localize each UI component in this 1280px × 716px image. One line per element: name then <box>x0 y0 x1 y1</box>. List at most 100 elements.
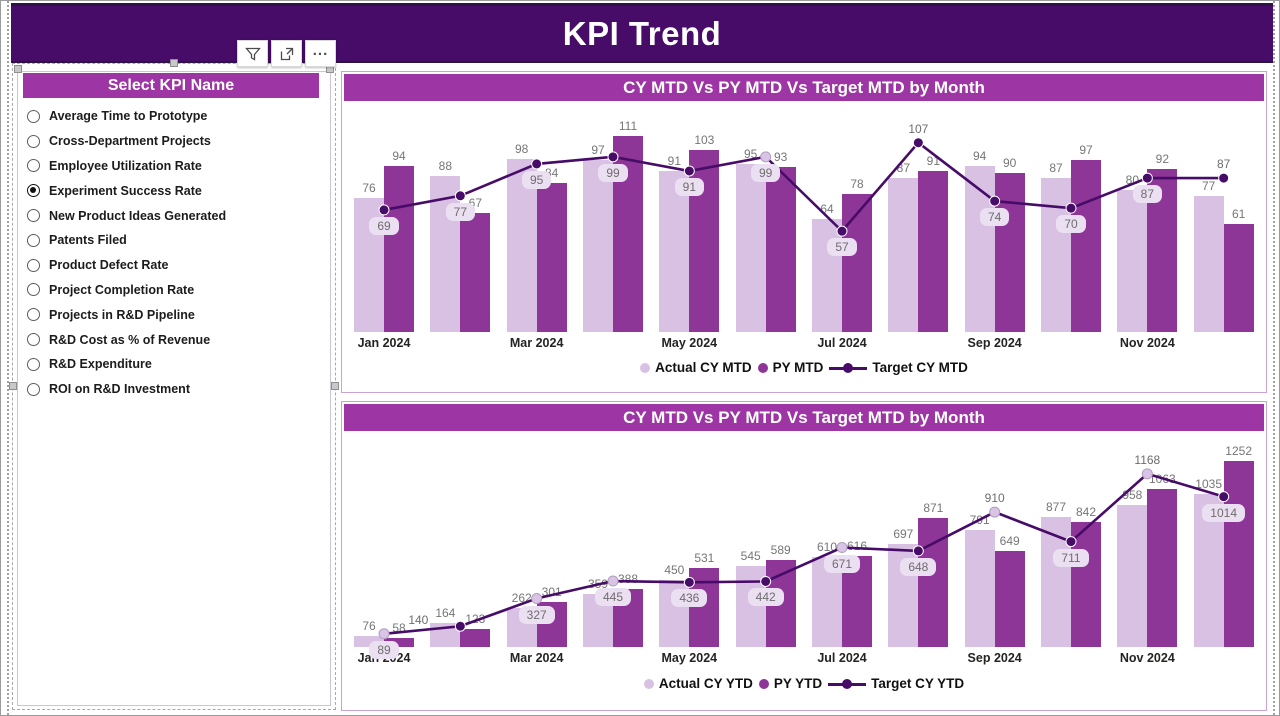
py-bar-jan-2024[interactable] <box>384 638 414 647</box>
legend-dot-swatch <box>640 362 651 373</box>
py-bar-sep-2024[interactable] <box>994 550 1025 647</box>
slicer-option-projects-in-r-d-pipeline[interactable]: Projects in R&D Pipeline <box>25 302 315 327</box>
target-marker[interactable] <box>454 190 466 202</box>
actual-data-label: 88 <box>438 159 452 174</box>
py-bar-mar-2024[interactable] <box>536 183 567 332</box>
py-bar-jul-2024[interactable] <box>842 194 872 332</box>
slicer-option-new-product-ideas-generated[interactable]: New Product Ideas Generated <box>25 203 315 228</box>
py-data-label: 93 <box>773 150 788 165</box>
target-marker[interactable] <box>531 593 543 605</box>
target-marker[interactable] <box>989 195 1001 207</box>
target-marker[interactable] <box>607 151 619 163</box>
actual-bar-nov-2024[interactable] <box>1117 190 1148 332</box>
resize-handle-top-left[interactable] <box>14 65 22 73</box>
actual-bar-sep-2024[interactable] <box>964 529 995 647</box>
slicer-option-project-completion-rate[interactable]: Project Completion Rate <box>25 278 315 303</box>
target-data-label: 70 <box>1026 215 1116 234</box>
py-bar-feb-2024[interactable] <box>460 628 491 647</box>
resize-handle-top-center[interactable] <box>170 59 178 67</box>
target-marker[interactable] <box>912 137 924 149</box>
slicer-option-cross-department-projects[interactable]: Cross-Department Projects <box>25 129 315 154</box>
actual-data-label: 94 <box>972 148 987 163</box>
target-marker[interactable] <box>378 204 390 216</box>
actual-bar-nov-2024[interactable] <box>1117 504 1148 647</box>
target-marker[interactable] <box>1065 202 1077 214</box>
actual-bar-jun-2024[interactable] <box>735 163 766 332</box>
target-marker[interactable] <box>1218 172 1230 184</box>
slicer-option-experiment-success-rate[interactable]: Experiment Success Rate <box>25 178 315 203</box>
x-axis-label: May 2024 <box>661 336 718 350</box>
target-marker[interactable] <box>989 506 1001 518</box>
actual-bar-apr-2024[interactable] <box>583 160 613 332</box>
legend-label: PY MTD <box>772 360 824 375</box>
more-options-button[interactable]: ... <box>305 40 336 67</box>
slicer-option-roi-on-r-d-investment[interactable]: ROI on R&D Investment <box>25 377 315 402</box>
legend-item-actual-cy-ytd[interactable]: Actual CY YTD <box>643 676 753 691</box>
target-marker[interactable] <box>531 158 543 170</box>
actual-data-label: 877 <box>1045 499 1067 514</box>
target-marker[interactable] <box>760 575 772 587</box>
py-data-label: 92 <box>1155 152 1169 167</box>
py-bar-dec-2024[interactable] <box>1223 224 1254 332</box>
actual-bar-aug-2024[interactable] <box>888 178 919 332</box>
target-marker[interactable] <box>1141 172 1153 184</box>
legend-item-py-mtd[interactable]: PY MTD <box>757 360 824 375</box>
actual-data-label: 91 <box>667 154 681 168</box>
py-bar-oct-2024[interactable] <box>1071 160 1101 332</box>
target-marker[interactable] <box>378 628 390 640</box>
slicer-option-employee-utilization-rate[interactable]: Employee Utilization Rate <box>25 154 315 179</box>
py-bar-jan-2024[interactable] <box>384 165 414 332</box>
target-marker[interactable] <box>912 545 924 557</box>
target-marker[interactable] <box>1065 536 1077 548</box>
legend-item-target-cy-mtd[interactable]: Target CY MTD <box>829 360 968 375</box>
canvas-selection-dots-right <box>1273 1 1275 715</box>
legend-dot-swatch <box>643 678 654 689</box>
target-marker[interactable] <box>683 576 695 588</box>
actual-bar-feb-2024[interactable] <box>430 176 461 332</box>
legend-item-target-cy-ytd[interactable]: Target CY YTD <box>828 676 964 691</box>
py-bar-jun-2024[interactable] <box>765 167 796 332</box>
target-marker[interactable] <box>836 225 848 237</box>
target-data-label: 671 <box>797 554 887 573</box>
resize-handle-mid-left[interactable] <box>9 382 17 390</box>
slicer-option-patents-filed[interactable]: Patents Filed <box>25 228 315 253</box>
filter-button[interactable] <box>237 40 268 67</box>
slicer-option-product-defect-rate[interactable]: Product Defect Rate <box>25 253 315 278</box>
py-bar-nov-2024[interactable] <box>1147 489 1178 647</box>
slicer-option-r-d-cost-as-of-revenue[interactable]: R&D Cost as % of Revenue <box>25 327 315 352</box>
target-marker[interactable] <box>1218 491 1230 503</box>
target-marker[interactable] <box>760 151 772 163</box>
resize-handle-mid-right[interactable] <box>331 382 339 390</box>
py-bar-dec-2024[interactable] <box>1223 461 1254 647</box>
legend-item-actual-cy-mtd[interactable]: Actual CY MTD <box>640 360 752 375</box>
slicer-option-label: Cross-Department Projects <box>49 134 211 149</box>
legend-label: PY YTD <box>773 676 823 691</box>
actual-bar-oct-2024[interactable] <box>1041 178 1071 332</box>
actual-bar-jan-2024[interactable] <box>354 635 384 647</box>
actual-bar-may-2024[interactable] <box>659 171 690 332</box>
target-marker[interactable] <box>607 575 619 587</box>
py-data-label: 78 <box>850 177 864 191</box>
target-line-layer <box>378 137 1230 237</box>
mtd-chart-legend: Actual CY MTD PY MTD Target CY MTD <box>342 360 1266 375</box>
target-marker[interactable] <box>1141 468 1153 480</box>
py-bar-aug-2024[interactable] <box>918 171 949 332</box>
target-data-label: 99 <box>568 163 658 182</box>
focus-mode-button[interactable] <box>271 40 302 67</box>
radio-button-icon <box>27 357 40 371</box>
py-bar-feb-2024[interactable] <box>460 213 491 332</box>
target-marker[interactable] <box>454 620 466 632</box>
actual-data-label: 610 <box>816 539 838 554</box>
slicer-option-r-d-expenditure[interactable]: R&D Expenditure <box>25 352 315 377</box>
actual-bar-dec-2024[interactable] <box>1193 195 1224 332</box>
actual-bar-jul-2024[interactable] <box>812 218 842 332</box>
x-axis-label: Mar 2024 <box>509 651 564 665</box>
legend-item-py-ytd[interactable]: PY YTD <box>758 676 823 691</box>
x-axis-label: May 2024 <box>661 651 718 665</box>
slicer-option-average-time-to-prototype[interactable]: Average Time to Prototype <box>25 104 315 129</box>
target-marker[interactable] <box>683 165 695 177</box>
target-marker[interactable] <box>836 542 848 554</box>
mtd-x-axis-labels: Jan 2024 Mar 2024 May 2024 Jul 2024 Sep 2024… <box>347 336 1263 354</box>
slicer-option-label: Project Completion Rate <box>49 282 195 297</box>
actual-bar-sep-2024[interactable] <box>964 165 995 332</box>
